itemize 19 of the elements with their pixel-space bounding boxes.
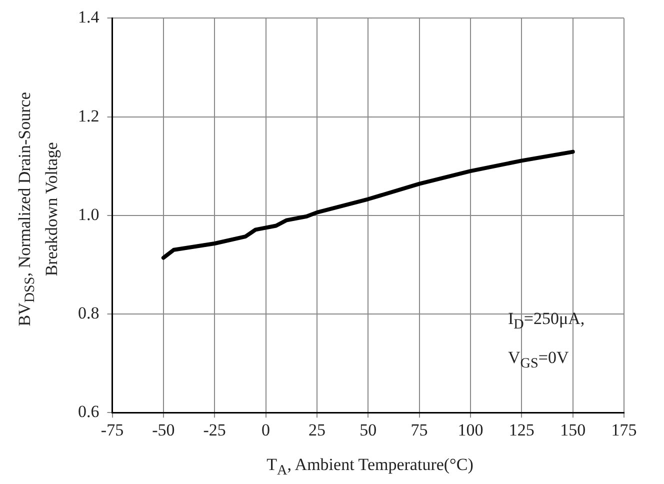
x-tick-label: 175 bbox=[611, 420, 637, 440]
x-tick-label: 0 bbox=[262, 420, 270, 440]
x-tick-label: -25 bbox=[203, 420, 226, 440]
annotation: V$_{GS}$=0V bbox=[508, 348, 569, 372]
y-tick-label: 1.2 bbox=[78, 106, 100, 126]
x-tick-label: 75 bbox=[410, 420, 428, 440]
y-tick-label: 1.4 bbox=[78, 8, 100, 27]
y-tick-label: 1.0 bbox=[78, 204, 100, 224]
annotation: I$_{D}$=250μA, bbox=[508, 309, 585, 332]
x-axis-title: T$_{A}$, Ambient Temperature(°C) bbox=[266, 455, 474, 480]
x-tick-label: 150 bbox=[560, 420, 586, 440]
x-tick-label: 25 bbox=[308, 420, 326, 440]
y-tick-label: 0.6 bbox=[78, 402, 100, 422]
x-tick-label: 125 bbox=[508, 420, 534, 440]
x-tick-label: -75 bbox=[100, 420, 124, 440]
x-tick-label: 100 bbox=[458, 420, 484, 440]
y-tick-label: 0.8 bbox=[78, 303, 100, 322]
x-tick-label: -50 bbox=[152, 420, 175, 440]
x-tick-label: 50 bbox=[360, 420, 377, 440]
